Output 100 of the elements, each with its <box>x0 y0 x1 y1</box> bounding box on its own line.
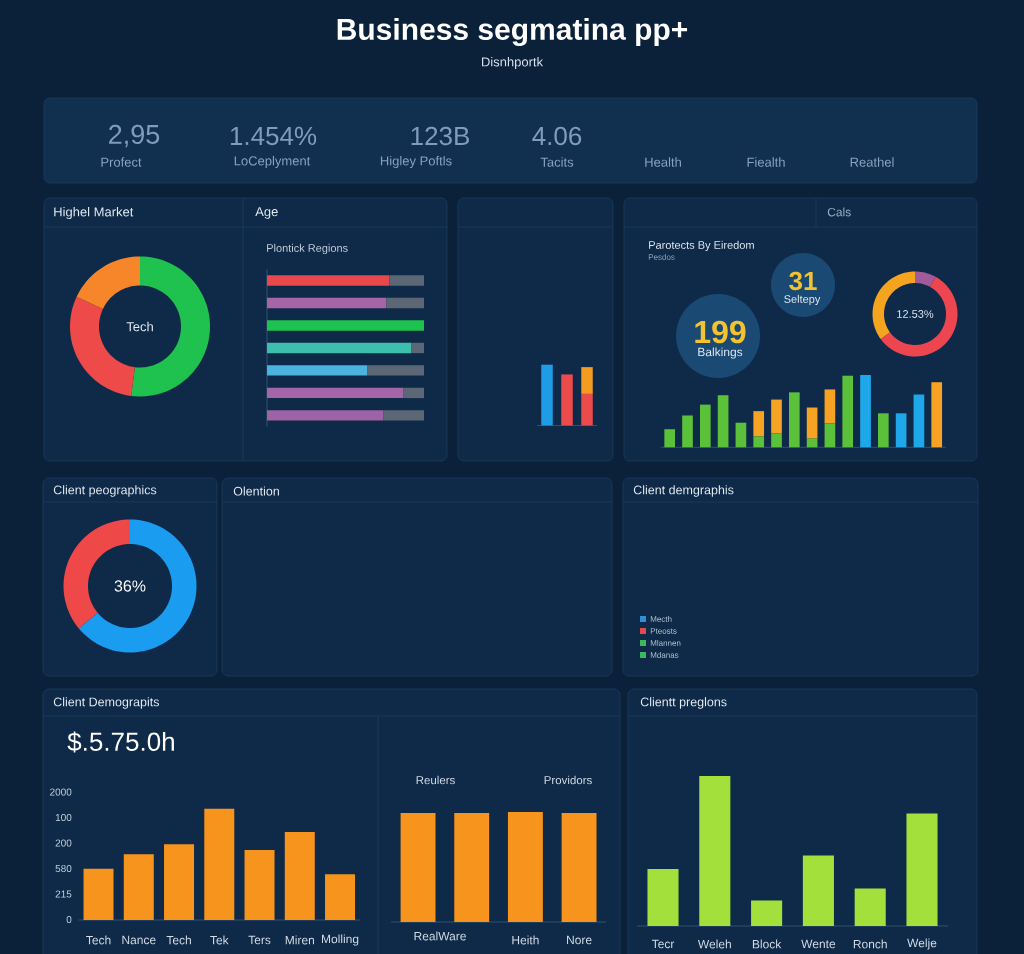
chart-title: Age <box>255 207 278 219</box>
text: 31 <box>789 271 817 291</box>
chart-title: Client Demograpits <box>53 697 160 709</box>
text: $.5.75.0h <box>67 731 174 753</box>
bar <box>699 776 731 926</box>
bar <box>854 888 886 926</box>
bar <box>284 832 315 920</box>
text: Tacits <box>540 157 574 167</box>
text: 12.53% <box>897 310 934 318</box>
text: 2,95 <box>109 124 160 148</box>
legend-label: Mlannen <box>650 640 681 646</box>
bar <box>647 869 679 926</box>
text: 4.06 <box>532 126 582 146</box>
text: Parotects By Eiredom <box>649 240 754 252</box>
bar <box>699 404 711 448</box>
bar <box>771 433 782 448</box>
bar <box>164 844 195 920</box>
x-tick-label: Ters <box>248 935 271 945</box>
text: Business segmatina pp+ <box>337 17 688 47</box>
text: Health <box>645 157 681 167</box>
bar <box>267 365 368 376</box>
bar <box>771 399 782 434</box>
text: Disnhportk <box>482 56 544 70</box>
text: Olention <box>233 486 279 496</box>
text: 215 <box>55 890 72 898</box>
bar <box>325 874 356 920</box>
x-tick-label: Wente <box>801 939 836 949</box>
text: 580 <box>55 864 72 873</box>
bar <box>267 342 412 354</box>
text: 36% <box>114 580 146 592</box>
bar <box>802 855 834 926</box>
bar <box>751 900 783 926</box>
text: Fiealth <box>747 157 785 167</box>
bar <box>906 813 938 926</box>
x-tick-label: Nance <box>122 935 156 945</box>
bar <box>682 415 693 448</box>
x-tick-label: Miren <box>285 935 314 945</box>
text: Client demgraphis <box>633 485 734 497</box>
text: Reathel <box>850 157 894 167</box>
x-tick-label: Weleh <box>697 939 731 949</box>
bar <box>541 364 553 426</box>
bar <box>386 297 424 309</box>
bar <box>383 410 424 421</box>
bar <box>753 436 765 448</box>
bar <box>842 375 854 448</box>
text: Tech <box>126 321 153 332</box>
legend-label: Mecth <box>650 616 672 622</box>
bar <box>860 374 871 448</box>
bar <box>244 849 275 920</box>
text: Reulers <box>416 775 455 785</box>
text: 1.454% <box>230 126 317 146</box>
bar <box>123 854 154 920</box>
bar <box>824 423 836 448</box>
chart-title: Client peographics <box>53 485 157 497</box>
bar <box>367 365 424 376</box>
x-tick-label: Ronch <box>853 939 887 949</box>
chart-subtitle: Plontick Regions <box>267 243 348 255</box>
bar <box>735 422 747 448</box>
bar <box>267 320 424 331</box>
x-tick-label: Block <box>752 939 782 949</box>
text: Pesdos <box>648 254 675 260</box>
text: Higley Poftls <box>380 155 452 169</box>
text: Profect <box>101 157 142 167</box>
bar <box>83 868 114 920</box>
bar <box>581 393 593 426</box>
bar <box>389 275 424 286</box>
bar <box>788 392 800 448</box>
text: 100 <box>55 813 72 822</box>
bar <box>267 410 384 421</box>
text: RealWare <box>414 931 466 941</box>
x-tick-label: Tech <box>166 935 191 945</box>
bar <box>877 413 889 448</box>
bar <box>824 389 836 424</box>
text: 199 <box>695 320 746 344</box>
bar <box>664 429 676 448</box>
bar <box>581 367 593 394</box>
x-tick-label: Tek <box>210 935 229 945</box>
bar <box>717 395 729 448</box>
chart-title: Highel Market <box>54 206 134 220</box>
bar <box>204 808 235 920</box>
x-tick-label: Nore <box>567 935 592 945</box>
text: 123B <box>411 126 469 146</box>
legend-label: Mdanas <box>650 652 679 658</box>
x-tick-label: Tech <box>86 935 111 945</box>
bar <box>931 382 943 448</box>
bar <box>267 297 387 309</box>
x-tick-label: Molling <box>322 934 359 946</box>
text: Balkings <box>698 347 743 359</box>
text: 200 <box>55 839 72 847</box>
bar <box>753 411 765 437</box>
bar <box>403 387 424 399</box>
text: 0 <box>66 915 72 924</box>
legend-label: Pteosts <box>650 628 677 634</box>
bar <box>267 387 404 399</box>
bar <box>806 407 818 439</box>
text: Seltepy <box>784 294 821 306</box>
text: Providors <box>544 775 592 785</box>
x-tick-label: Welje <box>907 938 937 950</box>
text: Cals <box>827 207 851 217</box>
x-tick-label: Heith <box>512 935 539 945</box>
